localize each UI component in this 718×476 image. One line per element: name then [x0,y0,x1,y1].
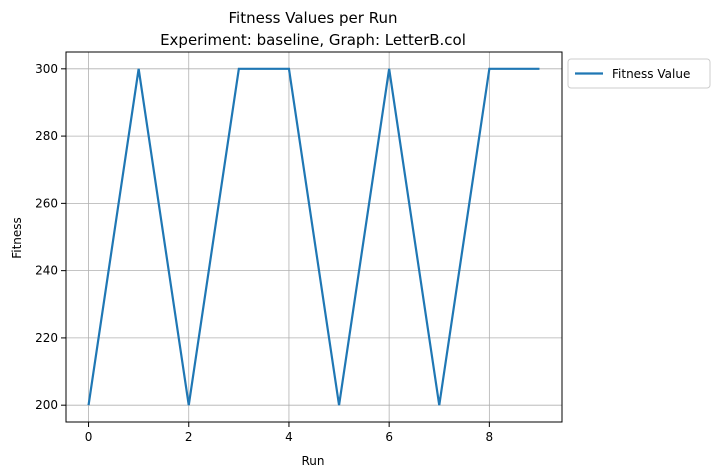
x-tick-label: 0 [85,430,93,444]
series-layer [87,67,540,406]
chart-subtitle: Experiment: baseline, Graph: LetterB.col [160,31,466,49]
x-tick-label: 8 [486,430,494,444]
y-tick-label: 200 [35,398,58,412]
x-axis-ticks: 0 2 4 6 8 [85,422,493,444]
legend: Fitness Value [567,58,711,89]
x-axis-label: Run [301,454,324,468]
chart-title: Fitness Values per Run [229,9,398,27]
y-axis-label: Fitness [10,217,24,259]
y-tick-label: 220 [35,331,58,345]
legend-box [567,58,711,89]
y-tick-label: 280 [35,129,58,143]
x-tick-label: 6 [385,430,393,444]
y-tick-label: 240 [35,264,58,278]
x-tick-label: 2 [185,430,193,444]
y-tick-label: 300 [35,62,58,76]
y-tick-label: 260 [35,196,58,210]
legend-label: Fitness Value [612,67,690,81]
plot-frame [65,51,563,423]
x-tick-label: 4 [285,430,293,444]
y-axis-ticks: 200 220 240 260 280 300 [35,62,66,412]
series-line [87,67,540,406]
